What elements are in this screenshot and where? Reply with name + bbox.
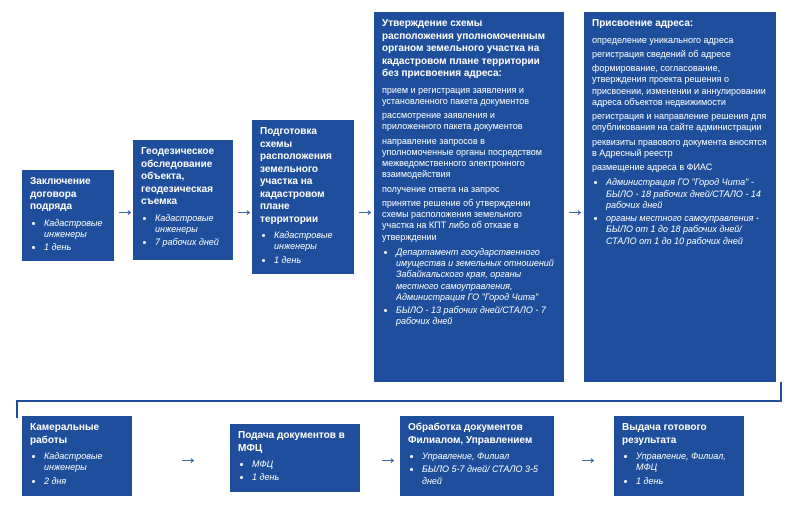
arrow-right-icon: → [578, 448, 598, 468]
box-body-line: направление запросов в уполномоченные ор… [382, 136, 556, 181]
box-bullet: 7 рабочих дней [155, 237, 225, 248]
box-title: Камеральные работы [30, 422, 124, 447]
box-bullets: Кадастровые инженеры 2 дня [30, 451, 124, 487]
box-title: Заключение договора подряда [30, 176, 106, 214]
box-title: Геодезическое обследование объекта, геод… [141, 146, 225, 209]
flow-box-b1: Заключение договора подряда Кадастровые и… [22, 170, 114, 261]
flow-box-b4: Утверждение схемы расположения уполномоч… [374, 12, 564, 382]
box-body-line: размещение адреса в ФИАС [592, 162, 768, 173]
flow-box-b9: Выдача готового результата Управление, Фи… [614, 416, 744, 496]
box-bullet: МФЦ [252, 459, 352, 470]
box-body-line: прием и регистрация заявления и установл… [382, 85, 556, 108]
box-title: Утверждение схемы расположения уполномоч… [382, 18, 556, 81]
box-bullet: Управление, Филиал, МФЦ [636, 451, 736, 474]
arrow-right-icon: → [234, 200, 254, 220]
box-bullet: Кадастровые инженеры [155, 213, 225, 236]
box-bullet: 1 день [44, 242, 106, 253]
box-bullet: Управление, Филиал [422, 451, 546, 462]
box-title: Обработка документов Филиалом, Управлени… [408, 422, 546, 447]
box-body-line: реквизиты правового документа вносятся в… [592, 137, 768, 160]
box-bullet: Кадастровые инженеры [44, 218, 106, 241]
box-bullet: 1 день [636, 476, 736, 487]
box-body-line: принятие решение об утверждении схемы ра… [382, 198, 556, 243]
box-bullets: Кадастровые инженеры 1 день [260, 230, 346, 266]
arrow-right-icon: → [378, 448, 398, 468]
box-body: определение уникального адреса регистраци… [592, 35, 768, 174]
flow-box-b6: Камеральные работы Кадастровые инженеры 2 … [22, 416, 132, 496]
box-body-line: регистрация и направление решения для оп… [592, 111, 768, 134]
box-title: Выдача готового результата [622, 422, 736, 447]
box-body-line: получение ответа на запрос [382, 184, 556, 195]
box-title: Присвоение адреса: [592, 18, 768, 31]
box-title: Подготовка схемы расположения земельного… [260, 126, 346, 226]
box-bullet: органы местного самоуправления - БЫЛО от… [606, 213, 768, 247]
box-bullet: Кадастровые инженеры [274, 230, 346, 253]
box-bullet: БЫЛО - 13 рабочих дней/СТАЛО - 7 рабочих… [396, 305, 556, 328]
flow-box-b5: Присвоение адреса: определение уникальног… [584, 12, 776, 382]
connector-line [16, 400, 782, 402]
box-body-line: регистрация сведений об адресе [592, 49, 768, 60]
box-bullet: 1 день [252, 472, 352, 483]
box-body-line: формирование, согласование, утверждения … [592, 63, 768, 108]
flow-box-b8: Обработка документов Филиалом, Управлени… [400, 416, 554, 496]
box-bullet: 1 день [274, 255, 346, 266]
box-bullets: Кадастровые инженеры7 рабочих дней [141, 213, 225, 249]
box-bullets: Администрация ГО "Город Чита" - БЫЛО - 1… [592, 177, 768, 247]
box-bullets: Управление, Филиал БЫЛО 5-7 дней/ СТАЛО 3… [408, 451, 546, 487]
flow-box-b3: Подготовка схемы расположения земельного… [252, 120, 354, 274]
arrow-right-icon: → [178, 448, 198, 468]
arrow-right-icon: → [115, 200, 135, 220]
box-title: Подача документов в МФЦ [238, 430, 352, 455]
box-body: прием и регистрация заявления и установл… [382, 85, 556, 243]
box-bullet: 2 дня [44, 476, 124, 487]
arrow-right-icon: → [565, 200, 585, 220]
box-bullets: МФЦ 1 день [238, 459, 352, 484]
box-body-line: определение уникального адреса [592, 35, 768, 46]
box-bullet: Администрация ГО "Город Чита" - БЫЛО - 1… [606, 177, 768, 211]
flow-box-b2: Геодезическое обследование объекта, геод… [133, 140, 233, 260]
arrow-right-icon: → [355, 200, 375, 220]
connector-line [16, 400, 18, 418]
connector-line [780, 382, 782, 402]
box-bullet: БЫЛО 5-7 дней/ СТАЛО 3-5 дней [422, 464, 546, 487]
box-bullets: Департамент государственного имущества и… [382, 247, 556, 328]
flow-box-b7: Подача документов в МФЦ МФЦ 1 день [230, 424, 360, 492]
box-bullets: Управление, Филиал, МФЦ 1 день [622, 451, 736, 487]
box-bullet: Департамент государственного имущества и… [396, 247, 556, 303]
box-bullet: Кадастровые инженеры [44, 451, 124, 474]
box-bullets: Кадастровые инженеры1 день [30, 218, 106, 254]
box-body-line: рассмотрение заявления и приложенного па… [382, 110, 556, 133]
